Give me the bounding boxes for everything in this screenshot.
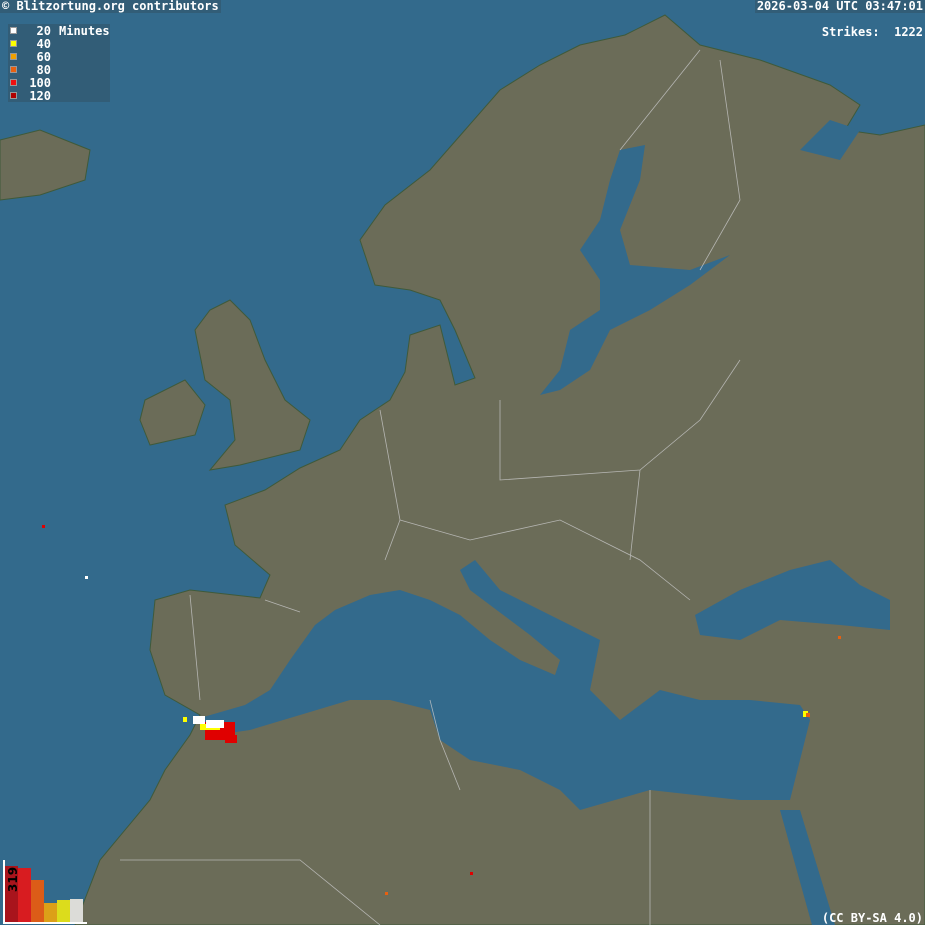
ireland: [139, 379, 206, 446]
legend-item: 40: [8, 37, 110, 51]
red-sea: [780, 810, 835, 925]
time-legend: 20 Minutes 40 60 80 100 120: [8, 23, 110, 103]
timestamp: 2026-03-04 UTC 03:47:01: [754, 0, 925, 13]
histogram-bar: [44, 902, 57, 922]
histogram-bar: [18, 868, 31, 922]
legend-item: 120: [8, 89, 110, 103]
strike-histogram: [3, 860, 87, 924]
legend-item: 20 Minutes: [8, 23, 110, 38]
baltic-sea: [540, 145, 730, 395]
histogram-bar: [70, 898, 83, 922]
legend-unit: Minutes: [59, 23, 110, 38]
legend-item: 60: [8, 50, 110, 64]
legend-item: 80: [8, 63, 110, 77]
histogram-bar: [31, 880, 44, 922]
lightning-strikes: [42, 525, 841, 895]
strikes-label: Strikes:: [821, 25, 880, 39]
great-britain: [194, 299, 311, 471]
legend-swatch: [10, 40, 17, 47]
country-borders: [120, 49, 741, 925]
legend-swatch: [10, 53, 17, 60]
histogram-bar: [57, 899, 70, 922]
legend-swatch: [10, 66, 17, 73]
legend-swatch: [10, 27, 17, 34]
iceland: [0, 129, 91, 201]
histogram-bar: [5, 866, 18, 922]
white-sea: [800, 120, 860, 160]
legend-item: 100: [8, 76, 110, 90]
license-text: (CC BY-SA 4.0): [821, 911, 923, 925]
histogram-max-label: 319: [6, 866, 20, 892]
legend-swatch: [10, 92, 17, 99]
mediterranean-sea: [200, 560, 810, 810]
black-sea: [695, 560, 890, 640]
strikes-counter: Strikes: 1222: [820, 26, 925, 39]
legend-swatch: [10, 79, 17, 86]
strikes-count: 1222: [894, 25, 923, 39]
credit-text: © Blitzortung.org contributors: [0, 0, 221, 13]
